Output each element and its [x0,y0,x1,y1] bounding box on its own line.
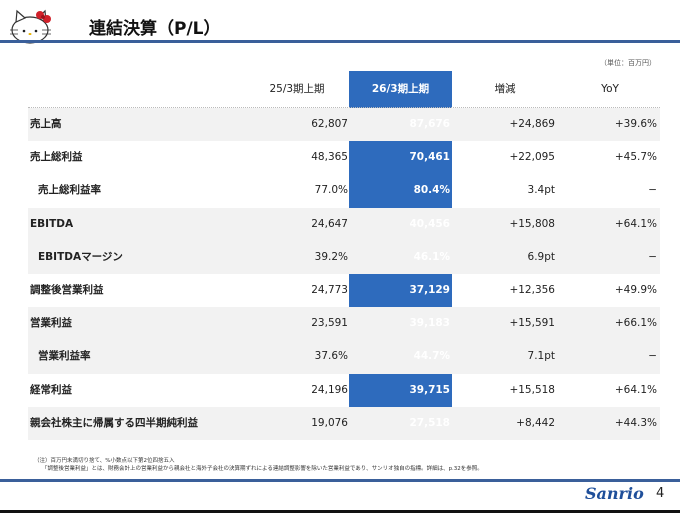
row-label: 営業利益 [30,317,72,330]
value-yoy: +64.1% [614,383,657,396]
value-prev: 62,807 [311,118,348,130]
value-diff: +12,356 [509,284,555,296]
table-row: 親会社株主に帰属する四半期純利益 19,076 27,518 +8,442 +44.3% [28,406,660,440]
value-curr: 46.1% [413,250,450,263]
value-diff: +24,869 [509,118,555,130]
column-header-diff: 増減 [494,83,516,95]
value-diff: 3.4pt [527,184,555,197]
value-prev: 37.6% [314,350,348,363]
value-curr: 70,461 [409,151,450,164]
value-prev: 19,076 [311,416,348,429]
row-label: 売上総利益 [30,151,83,164]
unit-label: （単位：百万円） [600,59,656,67]
value-curr: 40,456 [409,217,450,230]
value-curr: 27,518 [409,416,450,429]
column-header-yoy: YoY [601,83,619,95]
page-number: 4 [656,486,665,501]
column-header-curr: 26/3期上期 [371,83,430,95]
value-curr: 37,129 [409,284,450,296]
value-yoy: +44.3% [614,416,657,429]
value-prev: 77.0% [314,184,348,197]
row-label: EBITDA [30,217,74,230]
value-prev: 48,365 [311,151,348,164]
value-curr: 87,676 [409,118,450,130]
footnote: （注）百万円未満切り捨て、%小数点以下第2位四捨五入 [34,458,175,464]
value-diff: +15,591 [509,317,555,330]
value-prev: 24,647 [311,217,348,230]
value-yoy: − [648,350,657,363]
row-label: 経常利益 [30,383,72,396]
value-diff: +8,442 [516,416,555,429]
row-label: 売上総利益率 [38,184,101,197]
page-title: 連結決算（P/L） [89,19,221,39]
value-curr: 80.4% [413,184,450,197]
value-yoy: +64.1% [614,217,657,230]
footer-rule [0,479,680,482]
value-yoy: +39.6% [614,118,657,130]
table-row: 営業利益 23,591 39,183 +15,591 +66.1% [28,307,660,341]
value-prev: 24,196 [311,383,348,396]
footnotes: （注）百万円未満切り捨て、%小数点以下第2位四捨五入 「調整後営業利益」とは、財… [34,457,483,473]
row-label: EBITDAマージン [38,250,123,263]
value-prev: 24,773 [311,284,348,296]
table-row: 売上総利益 48,365 70,461 +22,095 +45.7% [28,141,660,174]
table-row: EBITDA 24,647 40,456 +15,808 +64.1% [28,207,660,241]
value-prev: 23,591 [311,317,348,330]
header-divider [28,107,660,108]
hello-kitty-logo [8,6,58,46]
value-curr: 39,183 [409,317,450,330]
value-curr: 44.7% [413,350,450,363]
value-diff: 6.9pt [527,250,555,263]
table-row: 売上総利益率 77.0% 80.4% 3.4pt − [28,174,660,207]
value-diff: 7.1pt [527,350,555,363]
value-curr: 39,715 [409,383,450,396]
column-header-prev: 25/3期上期 [269,83,325,95]
value-diff: +15,518 [509,383,555,396]
row-label: 調整後営業利益 [30,284,104,296]
table-row: 経常利益 24,196 39,715 +15,518 +64.1% [28,374,660,407]
value-yoy: − [648,250,657,263]
value-prev: 39.2% [314,250,348,263]
row-label: 親会社株主に帰属する四半期純利益 [30,416,198,429]
table-row: 売上高 62,807 87,676 +24,869 +39.6% [28,108,660,142]
value-yoy: +66.1% [614,317,657,330]
table-row: 営業利益率 37.6% 44.7% 7.1pt − [28,340,660,374]
value-yoy: +49.9% [614,284,657,296]
table-row: 調整後営業利益 24,773 37,129 +12,356 +49.9% [28,274,660,307]
value-diff: +22,095 [509,151,555,164]
header-rule [0,40,680,43]
value-diff: +15,808 [509,217,555,230]
value-yoy: − [648,184,657,197]
row-label: 売上高 [30,118,62,130]
row-label: 営業利益率 [38,350,91,363]
sanrio-logo: Sanrio [585,484,644,503]
table-row: EBITDAマージン 39.2% 46.1% 6.9pt − [28,240,660,274]
footnote: 「調整後営業利益」とは、財務会計上の営業利益から親会社と海外子会社の決算期ずれに… [42,466,483,472]
bottom-bar [0,510,680,513]
value-yoy: +45.7% [614,151,657,164]
